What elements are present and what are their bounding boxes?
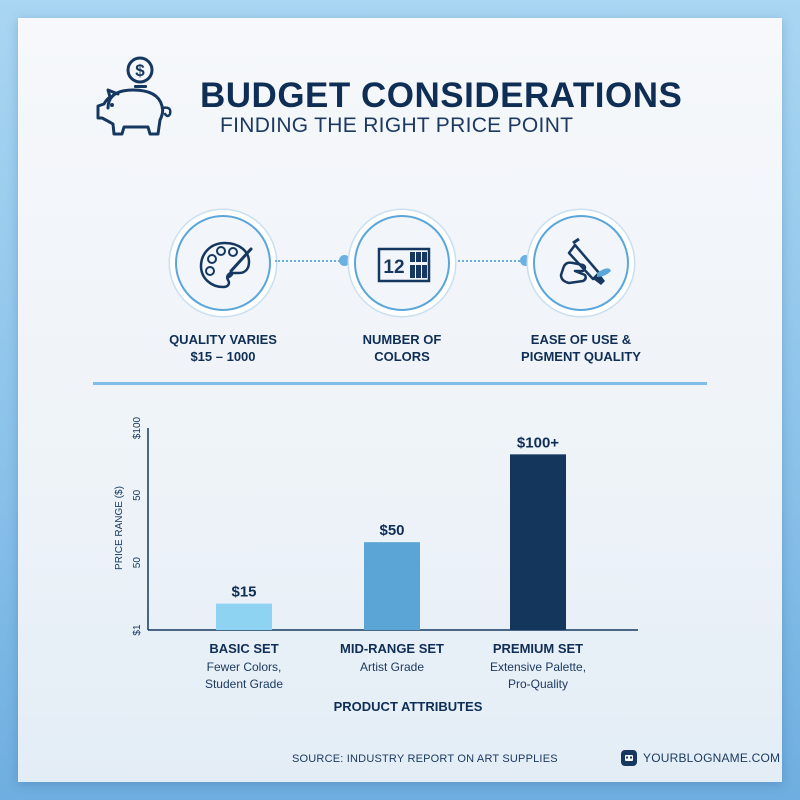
section-divider	[93, 382, 707, 385]
connector-line-1	[275, 260, 343, 262]
bar-2	[364, 542, 420, 630]
y-tick-label: $1	[132, 624, 143, 636]
connector-dot-1	[339, 255, 350, 266]
ease-feature-label: EASE OF USE & PIGMENT QUALITY	[521, 332, 641, 364]
category-label: MID-RANGE SET	[340, 641, 444, 656]
category-label: PREMIUM SET	[493, 641, 583, 656]
category-label: BASIC SET	[209, 641, 278, 656]
connector-dot-2	[520, 255, 531, 266]
page-title: BUDGET CONSIDERATIONS	[200, 76, 683, 115]
price-bar-chart: $1 50 50 $100 PRICE RANGE ($) $15 BASIC SET Few…	[114, 416, 638, 714]
category-description: Pro-Quality	[508, 677, 568, 691]
brand: YOURBLOGNAME.COM	[621, 750, 780, 766]
y-tick-label: $100	[132, 416, 143, 439]
paint-palette-icon	[199, 241, 253, 289]
piggy-bank-icon: $	[96, 56, 172, 136]
colors-feature-circle: 12	[354, 215, 450, 311]
y-tick-label: 50	[132, 489, 143, 501]
brand-name: YOURBLOGNAME.COM	[643, 751, 781, 765]
bar-1	[216, 603, 272, 630]
svg-text:$: $	[135, 61, 145, 80]
svg-text:12: 12	[383, 257, 404, 278]
source-note: SOURCE: INDUSTRY REPORT ON ART SUPPLIES	[292, 753, 558, 765]
category-description: Artist Grade	[360, 660, 424, 674]
paint-tube-hand-icon	[559, 237, 611, 285]
infographic-card: $ BUDGET CONSIDERATIONS FINDING THE RIGH…	[18, 18, 782, 782]
y-axis-label: PRICE RANGE ($)	[114, 486, 125, 570]
bar-value-label: $15	[231, 584, 256, 601]
bar-value-label: $100+	[517, 434, 559, 451]
bar-3	[510, 454, 566, 630]
y-tick-label: 50	[132, 557, 143, 569]
category-description: Fewer Colors,	[207, 660, 282, 674]
quality-feature-circle	[175, 215, 271, 311]
bar-value-label: $50	[379, 522, 404, 539]
ease-feature-circle	[533, 215, 629, 311]
x-axis-label: PRODUCT ATTRIBUTES	[334, 699, 483, 714]
quality-feature-label: QUALITY VARIES $15 – 1000	[169, 332, 277, 364]
color-count-box-icon: 12	[377, 247, 431, 283]
colors-feature-label: NUMBER OF COLORS	[362, 332, 442, 364]
connector-line-2	[454, 260, 524, 262]
page-subtitle: FINDING THE RIGHT PRICE POINT	[220, 114, 574, 137]
category-description: Student Grade	[205, 677, 283, 691]
brand-logo-icon	[621, 750, 637, 766]
category-description: Extensive Palette,	[490, 660, 586, 674]
